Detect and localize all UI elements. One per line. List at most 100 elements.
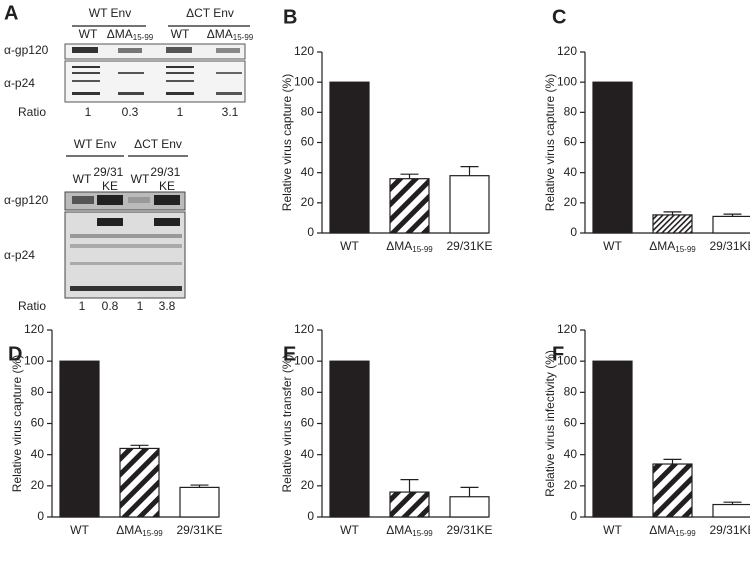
ratio-label: Ratio [18,105,46,119]
y-tick-label: 100 [557,353,577,367]
y-tick-label: 40 [564,165,578,179]
panel-label: E [283,343,296,365]
x-tick-label: WT [340,239,359,253]
bar [119,447,160,518]
x-tick-label: ΔMA15-99 [386,523,433,538]
x-tick-label: ΔMA15-99 [116,523,163,538]
x-tick-label: ΔMA15-99 [649,523,696,538]
bar [59,360,100,518]
bar [712,503,750,518]
y-tick-label: 60 [31,416,45,430]
x-tick-label: 29/31KE [709,239,750,253]
y-tick-label: 80 [564,105,578,119]
bar [449,496,490,518]
x-tick-label: 29/31KE [709,523,750,537]
row-label: α-gp120 [4,43,49,57]
lane-label: WT [131,172,150,186]
y-tick-label: 60 [564,416,578,430]
y-tick-label: 0 [37,509,44,523]
bar [652,214,693,234]
y-tick-label: 100 [557,74,577,88]
y-axis-label: Relative virus transfer (%) [280,354,294,492]
x-tick-label: WT [340,523,359,537]
y-tick-label: 0 [307,509,314,523]
bar [592,81,633,234]
lane-label: WT [79,27,98,41]
ratio-value: 1 [79,299,86,313]
x-tick-label: 29/31KE [176,523,222,537]
x-tick-label: 29/31KE [446,523,492,537]
y-tick-label: 80 [31,385,45,399]
lane-label: 29/31 KE [150,165,183,193]
y-tick-label: 40 [301,447,315,461]
blot-header: ΔCT Env [186,6,234,20]
y-tick-label: 100 [24,353,44,367]
bar [389,491,430,518]
y-tick-label: 100 [294,74,314,88]
blot-header: WT Env [89,6,131,20]
ratio-value: 0.8 [102,299,119,313]
ratio-value: 1 [177,105,184,119]
y-tick-label: 20 [31,478,45,492]
y-tick-label: 120 [557,322,577,336]
panel-label: A [4,2,18,24]
x-tick-label: WT [70,523,89,537]
y-tick-label: 40 [564,447,578,461]
ratio-value: 3.8 [159,299,176,313]
y-tick-label: 40 [301,165,315,179]
y-tick-label: 0 [570,225,577,239]
y-tick-label: 60 [301,416,315,430]
lane-label: 29/31 KE [93,165,126,193]
lane-label: WT [73,172,92,186]
x-tick-label: WT [603,239,622,253]
panel-label: B [283,6,297,28]
x-tick-label: 29/31KE [446,239,492,253]
y-tick-label: 120 [557,44,577,58]
ratio-label: Ratio [18,299,46,313]
bar [389,178,430,234]
y-axis-label: Relative virus infectivity (%) [543,350,557,497]
y-tick-label: 80 [564,385,578,399]
y-tick-label: 40 [31,447,45,461]
ratio-value: 0.3 [122,105,139,119]
y-axis-label: Relative virus capture (%) [543,74,557,211]
bar [179,486,220,518]
ratio-value: 1 [137,299,144,313]
x-tick-label: ΔMA15-99 [386,239,433,254]
y-tick-label: 20 [564,478,578,492]
y-axis-label: Relative virus capture (%) [10,355,24,492]
y-tick-label: 120 [294,322,314,336]
y-tick-label: 0 [307,225,314,239]
y-tick-label: 120 [24,322,44,336]
bar [449,175,490,234]
y-tick-label: 80 [301,385,315,399]
blot-header: WT Env [74,137,116,151]
bar [592,360,633,518]
lane-label: ΔMA15-99 [207,27,254,42]
y-tick-label: 0 [570,509,577,523]
bar [329,360,370,518]
y-axis-label: Relative virus capture (%) [280,74,294,211]
y-tick-label: 120 [294,44,314,58]
y-tick-label: 60 [564,135,578,149]
y-tick-label: 80 [301,105,315,119]
bar [329,81,370,234]
row-label: α-p24 [4,248,35,262]
ratio-value: 1 [85,105,92,119]
panel-label: D [8,343,22,365]
x-tick-label: WT [603,523,622,537]
y-tick-label: 20 [301,478,315,492]
ratio-value: 3.1 [222,105,239,119]
lane-label: WT [171,27,190,41]
bar [652,463,693,518]
row-label: α-gp120 [4,193,49,207]
blot-images [64,25,250,299]
y-tick-label: 60 [301,135,315,149]
row-label: α-p24 [4,76,35,90]
blot-header: ΔCT Env [134,137,182,151]
lane-label: ΔMA15-99 [107,27,154,42]
x-tick-label: ΔMA15-99 [649,239,696,254]
y-tick-label: 100 [294,353,314,367]
y-tick-label: 20 [564,195,578,209]
